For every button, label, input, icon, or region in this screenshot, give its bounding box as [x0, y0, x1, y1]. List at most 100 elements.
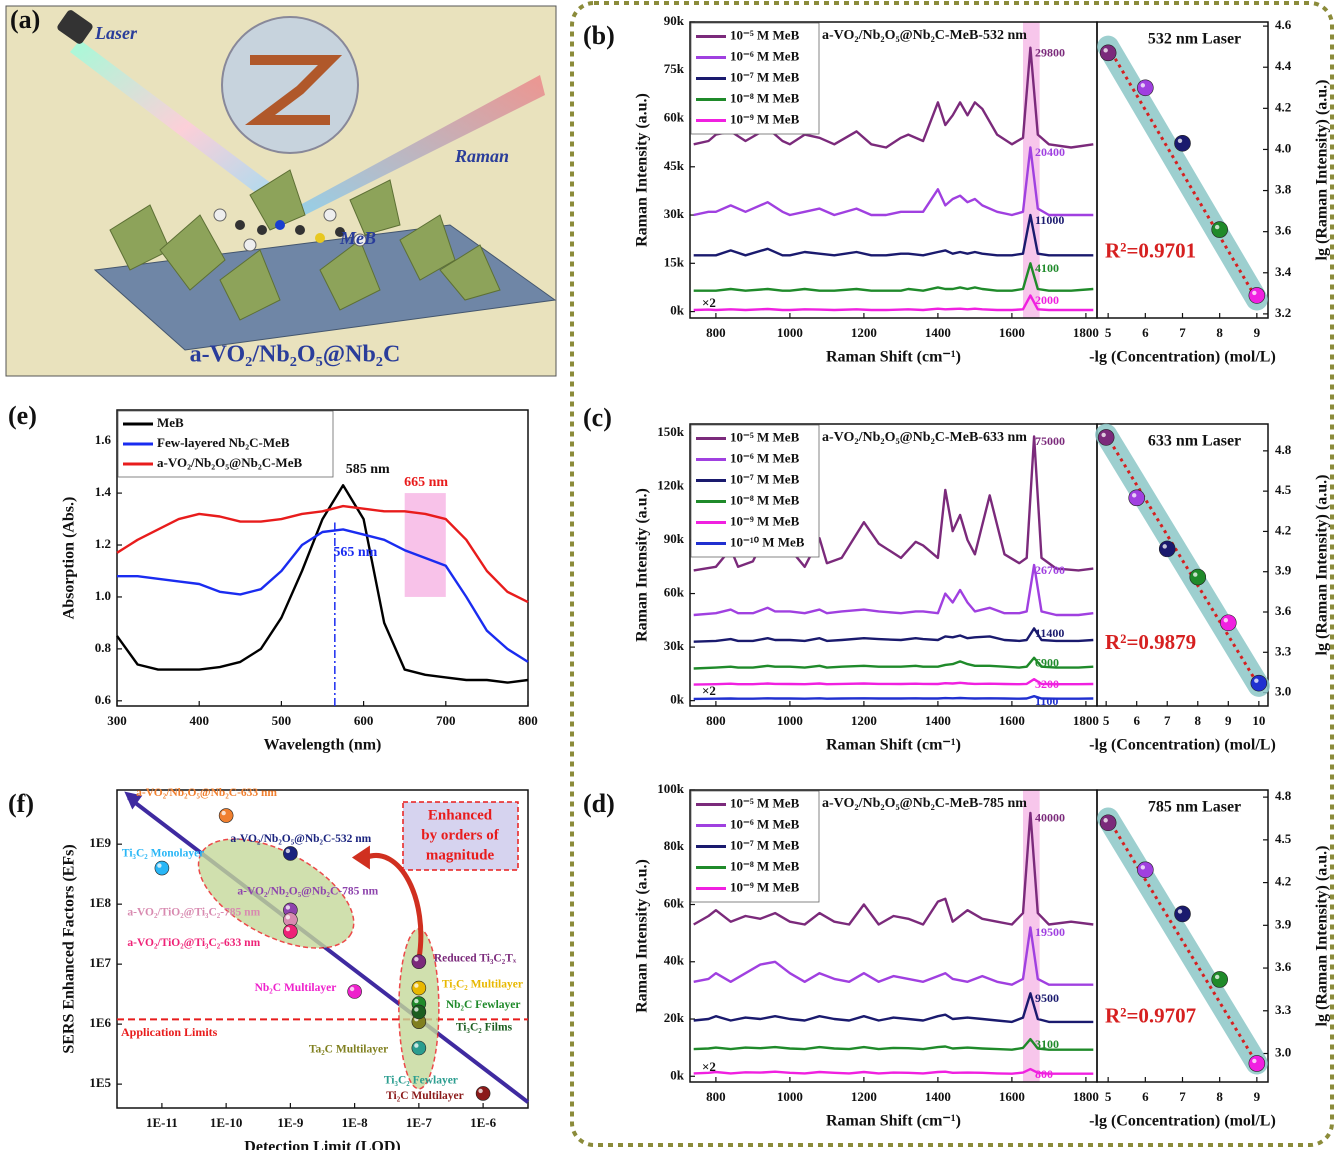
point-label: Ti₃C₂ Fewlayer: [384, 1075, 458, 1087]
callout-text: magnitude: [426, 847, 495, 863]
data-point: [1220, 615, 1236, 631]
x-tick-label: 1000: [777, 713, 803, 728]
point-highlight: [1215, 225, 1219, 229]
y-tick-label: 1.4: [95, 484, 112, 499]
x-axis-title: Raman Shift (cm⁻¹): [826, 349, 961, 366]
y-tick-label: 3.9: [1275, 563, 1292, 578]
data-point: [219, 809, 233, 823]
x-axis-title: -lg (Concentration) (mol/L): [1089, 349, 1276, 366]
point-label: a-VO₂/Nb₂O₅@Nb₂C-633 nm: [136, 787, 277, 799]
legend-label: 10⁻⁶ M MeB: [730, 816, 800, 831]
y-tick-label: 4.4: [1275, 58, 1292, 73]
legend-label: 10⁻⁶ M MeB: [730, 48, 800, 63]
peak-label: 9500: [1035, 991, 1059, 1005]
legend-label: 10⁻⁹ M MeB: [730, 111, 800, 126]
x-tick-label: 6: [1133, 713, 1140, 728]
y-axis-title: Raman Intensity (a.u.): [634, 859, 651, 1013]
x-tick-label: 1E-10: [210, 1115, 243, 1130]
highlight-band: [405, 493, 446, 597]
point-label: a-VO₂/TiO₂@Ti₃C₂-785 nm: [127, 906, 260, 918]
x-tick-label: 1400: [925, 325, 951, 340]
point-label: Ti₃C₂ Multilayer: [442, 979, 523, 991]
point-highlight: [414, 1007, 418, 1011]
chart-title: a-VO₂/Nb₂O₅@Nb₂C-MeB-532 nm: [822, 28, 1027, 43]
y-tick-label: 120k: [657, 477, 685, 492]
point-highlight: [286, 915, 290, 919]
y-tick-label: 1E7: [89, 955, 111, 970]
peak-label: 75000: [1035, 434, 1065, 448]
legend-label: 10⁻⁵ M MeB: [730, 795, 800, 810]
data-point: [283, 925, 297, 939]
point-highlight: [414, 957, 418, 961]
x-tick-label: 8: [1216, 1089, 1223, 1104]
point-highlight: [286, 905, 290, 909]
x-tick-label: 800: [706, 325, 726, 340]
x-tick-label: 9: [1225, 713, 1232, 728]
data-point: [1212, 222, 1228, 238]
panel-label: (d): [583, 789, 615, 818]
y-tick-label: 0.6: [95, 692, 112, 707]
callout-text: Enhanced: [428, 807, 493, 823]
r2-label: R²=0.9879: [1105, 630, 1196, 654]
x-tick-label: 1E-8: [342, 1115, 369, 1130]
point-highlight: [1224, 618, 1228, 622]
x-tick-label: 800: [706, 1089, 726, 1104]
chart-title: 785 nm Laser: [1148, 799, 1241, 816]
point-highlight: [1141, 83, 1145, 87]
point-label: Nb₂C Multilayer: [255, 982, 337, 994]
r2-label: R²=0.9707: [1105, 1004, 1196, 1028]
y-axis-title: lg (Raman Intensity) (a.u.): [1314, 475, 1331, 656]
data-point: [1098, 429, 1114, 445]
legend-label: 10⁻⁹ M MeB: [730, 879, 800, 894]
y-tick-label: 20k: [664, 1010, 685, 1025]
data-point: [1249, 287, 1265, 303]
point-highlight: [1254, 678, 1258, 682]
point-highlight: [1178, 909, 1182, 913]
y-tick-label: 3.2: [1275, 305, 1291, 320]
peak-label: 26700: [1035, 563, 1065, 577]
x-tick-label: 1600: [999, 1089, 1025, 1104]
y-tick-label: 30k: [664, 206, 685, 221]
x-tick-label: 1400: [925, 1089, 951, 1104]
peak-label: 3100: [1035, 1037, 1059, 1051]
point-label: Ti₃C₂ Films: [456, 1022, 513, 1034]
legend-label: 10⁻⁵ M MeB: [730, 27, 800, 42]
y-axis-title: SERS Enhanced Factors (EFs): [61, 844, 78, 1053]
y-tick-label: 60k: [664, 895, 685, 910]
reference-label: Application Limits: [121, 1025, 218, 1039]
y-tick-label: 3.0: [1275, 1044, 1291, 1059]
y-tick-label: 4.2: [1275, 99, 1291, 114]
y-tick-label: 1.0: [95, 588, 111, 603]
y-axis-title: Raman Intensity (a.u.): [634, 488, 651, 642]
data-point: [1129, 490, 1145, 506]
point-highlight: [1163, 544, 1167, 548]
series-line: [694, 658, 1094, 669]
x-tick-label: 10: [1252, 713, 1265, 728]
peak-label: 29800: [1035, 45, 1065, 59]
series-line: [694, 565, 1094, 615]
peak-label: 19500: [1035, 925, 1065, 939]
legend-label: 10⁻⁸ M MeB: [730, 858, 800, 873]
y-tick-label: 4.2: [1275, 874, 1291, 889]
peak-label: 1100: [1035, 694, 1058, 708]
y-tick-label: 3.8: [1275, 182, 1292, 197]
x-tick-label: 8: [1195, 713, 1202, 728]
x-tick-label: 500: [272, 713, 292, 728]
x-axis-title: Raman Shift (cm⁻¹): [826, 737, 961, 754]
x-axis-title: -lg (Concentration) (mol/L): [1089, 737, 1276, 754]
peak-label: 20400: [1035, 145, 1065, 159]
x-tick-label: 800: [706, 713, 726, 728]
point-highlight: [1215, 975, 1219, 979]
y-tick-label: 75k: [664, 61, 685, 76]
legend-label: a-VO₂/Nb₂O₅@Nb₂C-MeB: [157, 455, 302, 470]
illustration-label: MeB: [339, 228, 376, 248]
y-tick-label: 4.0: [1275, 140, 1291, 155]
x-tick-label: 1600: [999, 325, 1025, 340]
point-highlight: [286, 849, 290, 853]
scale-note: ×2: [702, 683, 716, 698]
point-highlight: [221, 811, 225, 815]
y-tick-label: 0k: [670, 303, 685, 318]
series-line: [117, 529, 528, 662]
data-point: [1190, 569, 1206, 585]
x-tick-label: 6: [1142, 325, 1149, 340]
